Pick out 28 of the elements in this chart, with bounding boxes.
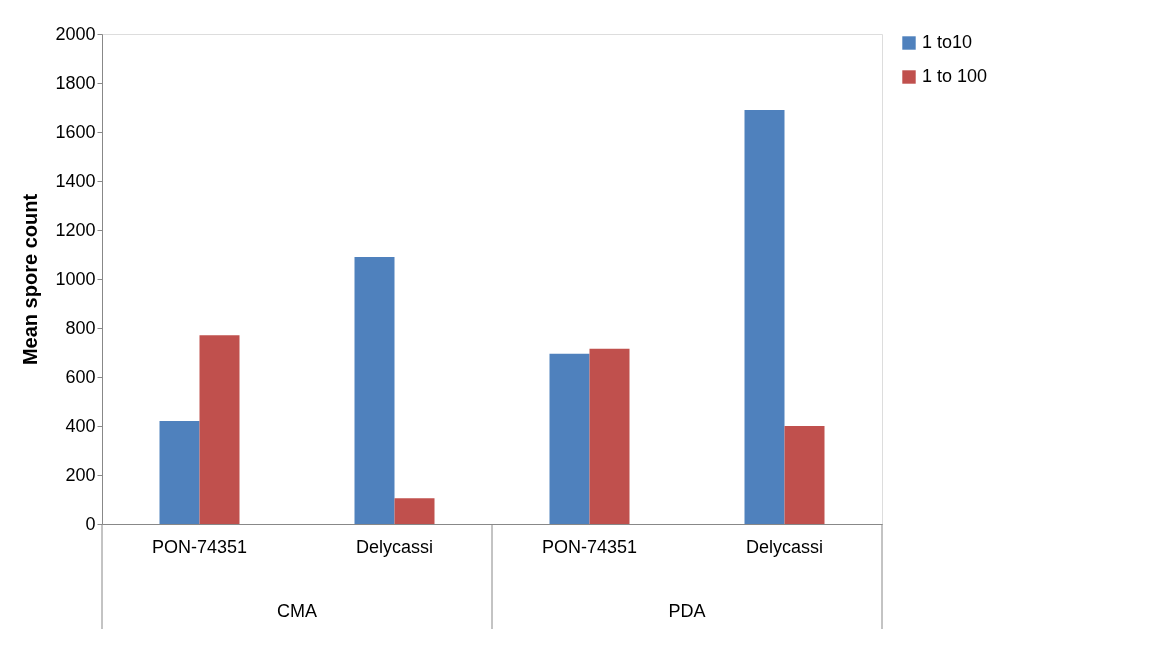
- bar: [199, 335, 240, 524]
- bar: [589, 348, 630, 524]
- bar: [549, 353, 590, 524]
- legend-label: 1 to 100: [922, 66, 988, 86]
- bar: [784, 426, 825, 524]
- y-tick-label: 400: [65, 415, 96, 436]
- y-tick-label: 0: [85, 513, 96, 534]
- x-tick-label: Delycassi: [745, 536, 824, 557]
- text: PDA: [668, 601, 706, 621]
- y-tick-label: 600: [65, 366, 96, 387]
- y-tick-label: 200: [65, 464, 96, 485]
- y-tick-label: 1800: [55, 72, 96, 93]
- x-tick-label: PON-74351: [151, 536, 248, 557]
- x-tick-label: PON-74351: [541, 536, 638, 557]
- x-tick-label: Delycassi: [355, 536, 434, 557]
- y-tick-label: 1000: [55, 268, 96, 289]
- bar: [394, 498, 435, 524]
- bar: [354, 256, 395, 524]
- text: CMA: [277, 601, 317, 621]
- y-tick-label: 1200: [55, 219, 96, 240]
- bar: [744, 109, 785, 524]
- y-tick-label: 2000: [55, 23, 96, 44]
- y-axis-title: Mean spore count: [19, 193, 42, 366]
- y-tick-label: 1600: [55, 121, 96, 142]
- legend-label: 1 to10: [922, 32, 973, 52]
- y-tick-label: 800: [65, 317, 96, 338]
- bar: [159, 421, 200, 524]
- y-tick-label: 1400: [55, 170, 96, 191]
